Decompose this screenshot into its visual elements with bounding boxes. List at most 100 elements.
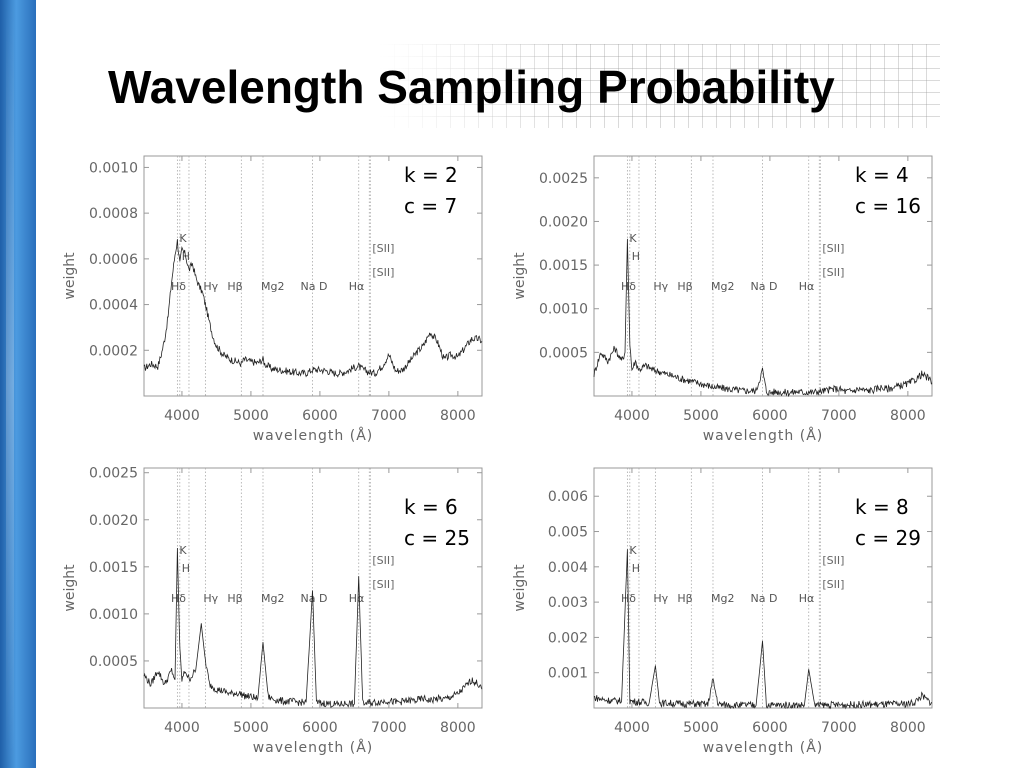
spectral-label: Mg2 — [261, 280, 284, 293]
x-tick-label: 6000 — [752, 720, 788, 736]
spectral-label-sii: [SII] — [822, 242, 844, 255]
spectral-label: Hα — [349, 280, 365, 293]
y-tick-label: 0.0025 — [539, 171, 588, 187]
spectral-label-sii: [SII] — [822, 578, 844, 591]
spectral-label: Na D — [301, 592, 328, 605]
spectral-label: K — [629, 232, 637, 245]
y-tick-label: 0.0010 — [89, 607, 138, 623]
plot-frame — [143, 467, 483, 709]
y-tick-label: 0.0025 — [89, 466, 138, 482]
spectral-label: Hγ — [653, 592, 668, 605]
spectral-label: Hβ — [227, 592, 242, 605]
y-tick-label: 0.001 — [548, 666, 588, 682]
k-label: k = 4 — [855, 163, 909, 187]
spectral-label-sii: [SII] — [822, 266, 844, 279]
spectrum-series-line — [143, 547, 483, 709]
spectral-label: Hγ — [203, 592, 218, 605]
spectral-label: Mg2 — [711, 280, 734, 293]
k-label: k = 2 — [404, 163, 458, 187]
accent-sidebar — [0, 0, 36, 768]
x-tick-label: 8000 — [890, 408, 926, 424]
y-tick-label: 0.0015 — [539, 258, 588, 274]
spectral-label: Mg2 — [711, 592, 734, 605]
y-tick-label: 0.0008 — [89, 206, 138, 222]
y-tick-label: 0.006 — [548, 489, 588, 505]
spectral-label: H — [632, 250, 640, 263]
spectrum-series-line — [593, 238, 933, 398]
x-tick-label: 8000 — [440, 408, 476, 424]
x-tick-label: 4000 — [614, 720, 650, 736]
spectral-label: K — [179, 232, 187, 245]
spectrum-chart-k8: KH Hδ Hγ Hβ Mg2 Na D Hα [SII] [SII] 0.006 0.005 0.0… — [512, 467, 933, 756]
x-axis-label: wavelength (Å) — [253, 739, 374, 756]
k-label: k = 8 — [855, 495, 909, 519]
x-tick-label: 7000 — [371, 720, 407, 736]
spectral-label: Hδ — [621, 592, 636, 605]
y-axis-label: weight — [62, 252, 78, 300]
spectral-label: Hγ — [203, 280, 218, 293]
y-tick-label: 0.0020 — [89, 513, 138, 529]
x-tick-label: 6000 — [302, 720, 338, 736]
chart-panel-k2: K H Hδ Hγ Hβ Mg2 Na D Hα [SII] [SII] 0.0010 0.0008 0… — [60, 150, 500, 450]
y-tick-label: 0.005 — [548, 525, 588, 541]
spectral-label: Hγ — [653, 280, 668, 293]
y-tick-label: 0.004 — [548, 560, 588, 576]
c-label: c = 7 — [404, 194, 458, 218]
x-axis-label: wavelength (Å) — [703, 739, 824, 756]
x-tick-label: 4000 — [164, 408, 200, 424]
y-tick-label: 0.0015 — [89, 560, 138, 576]
title-grid-decoration — [380, 44, 940, 128]
y-tick-label: 0.0010 — [539, 302, 588, 318]
y-axis-label: weight — [62, 564, 78, 612]
spectral-label: Hβ — [227, 280, 242, 293]
spectral-label: Hδ — [171, 280, 186, 293]
c-label: c = 16 — [855, 194, 921, 218]
x-axis-label: wavelength (Å) — [703, 427, 824, 444]
y-axis-label: weight — [512, 252, 528, 300]
plot-frame — [143, 155, 483, 397]
spectral-label: Hα — [799, 280, 815, 293]
x-tick-label: 7000 — [821, 408, 857, 424]
spectral-label: Na D — [751, 592, 778, 605]
x-tick-label: 7000 — [821, 720, 857, 736]
y-tick-label: 0.003 — [548, 595, 588, 611]
k-label: k = 6 — [404, 495, 458, 519]
spectrum-series-line — [593, 549, 932, 710]
spectral-label: Na D — [301, 280, 328, 293]
spectral-label: Hα — [799, 592, 815, 605]
x-tick-label: 7000 — [371, 408, 407, 424]
spectral-label: H — [182, 562, 190, 575]
y-tick-label: 0.0020 — [539, 214, 588, 230]
x-tick-label: 4000 — [614, 408, 650, 424]
x-tick-label: 8000 — [890, 720, 926, 736]
x-tick-label: 5000 — [233, 408, 269, 424]
slide-title: Wavelength Sampling Probability — [108, 61, 835, 113]
c-label: c = 29 — [855, 526, 921, 550]
spectral-label-sii: [SII] — [372, 266, 394, 279]
y-tick-label: 0.0002 — [89, 343, 138, 359]
spectral-label: Hα — [349, 592, 365, 605]
x-tick-label: 5000 — [233, 720, 269, 736]
spectral-label-sii: [SII] — [372, 578, 394, 591]
spectral-label: K — [629, 544, 637, 557]
plot-frame — [593, 155, 933, 397]
spectral-label-sii: [SII] — [822, 554, 844, 567]
y-tick-label: 0.002 — [548, 630, 588, 646]
chart-panel-k8: K H Hδ Hγ Hβ Mg2 Na D Hα [SII] [SII] 0.006 0.005 0.0… — [510, 462, 950, 762]
y-tick-label: 0.0004 — [89, 298, 138, 314]
spectral-label-sii: [SII] — [372, 554, 394, 567]
spectral-label: Mg2 — [261, 592, 284, 605]
spectral-label: H — [632, 562, 640, 575]
y-tick-label: 0.0010 — [89, 160, 138, 176]
spectral-label: Hβ — [677, 592, 692, 605]
chart-panel-k6: K H Hδ Hγ Hβ Mg2 Na D Hα [SII] [SII] 0.0025 0.0020 0… — [60, 462, 500, 762]
y-tick-label: 0.0005 — [539, 345, 588, 361]
x-axis-label: wavelength (Å) — [253, 427, 374, 444]
spectral-label: Na D — [751, 280, 778, 293]
x-tick-label: 8000 — [440, 720, 476, 736]
plot-frame — [593, 467, 933, 709]
x-tick-label: 6000 — [302, 408, 338, 424]
